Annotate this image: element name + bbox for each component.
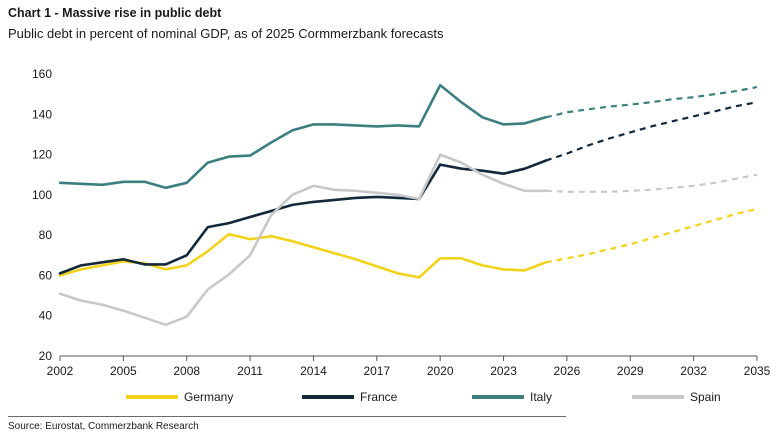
series-line-france <box>58 159 548 275</box>
x-tick-label: 2032 <box>680 364 707 378</box>
legend-label-italy: Italy <box>530 390 552 404</box>
x-tick-label: 2023 <box>490 364 517 378</box>
x-tick-label: 2020 <box>427 364 454 378</box>
y-tick-label: 60 <box>39 268 53 282</box>
footer-divider <box>8 416 566 417</box>
legend-label-germany: Germany <box>184 390 233 404</box>
chart-series-lines <box>58 83 758 327</box>
y-tick-label: 100 <box>32 188 52 202</box>
chart-title: Chart 1 - Massive rise in public debt <box>8 6 222 20</box>
x-tick-label: 2002 <box>47 364 74 378</box>
y-tick-label: 40 <box>39 309 53 323</box>
x-tick-label: 2017 <box>363 364 390 378</box>
x-tick-label: 2005 <box>110 364 137 378</box>
source-note: Source: Eurostat, Commerzbank Research <box>8 421 199 432</box>
legend-label-spain: Spain <box>690 390 721 404</box>
chart-subtitle: Public debt in percent of nominal GDP, a… <box>8 26 444 41</box>
series-line-germany <box>58 232 548 279</box>
x-tick-label: 2029 <box>617 364 644 378</box>
series-line-italy <box>58 83 548 190</box>
x-tick-label: 2035 <box>744 364 771 378</box>
x-tick-label: 2014 <box>300 364 327 378</box>
y-tick-label: 140 <box>32 107 52 121</box>
y-tick-label: 20 <box>39 349 53 363</box>
y-tick-label: 80 <box>39 228 53 242</box>
x-tick-label: 2011 <box>237 364 263 378</box>
y-tick-label: 120 <box>32 148 52 162</box>
legend-label-france: France <box>360 390 398 404</box>
series-forecast-line-france <box>545 101 758 162</box>
chart-axes: 20 40 60 80 100 120 140 160 2002 2005 2008 2011 2014… <box>32 67 771 378</box>
series-forecast-line-spain <box>545 173 758 193</box>
y-tick-label: 160 <box>32 67 52 81</box>
series-line-spain <box>58 153 548 327</box>
chart-legend: Germany France Italy Spain <box>126 390 721 404</box>
x-tick-label: 2026 <box>554 364 581 378</box>
series-forecast-line-italy <box>545 86 758 119</box>
series-forecast-line-germany <box>545 207 758 264</box>
x-tick-label: 2008 <box>173 364 200 378</box>
